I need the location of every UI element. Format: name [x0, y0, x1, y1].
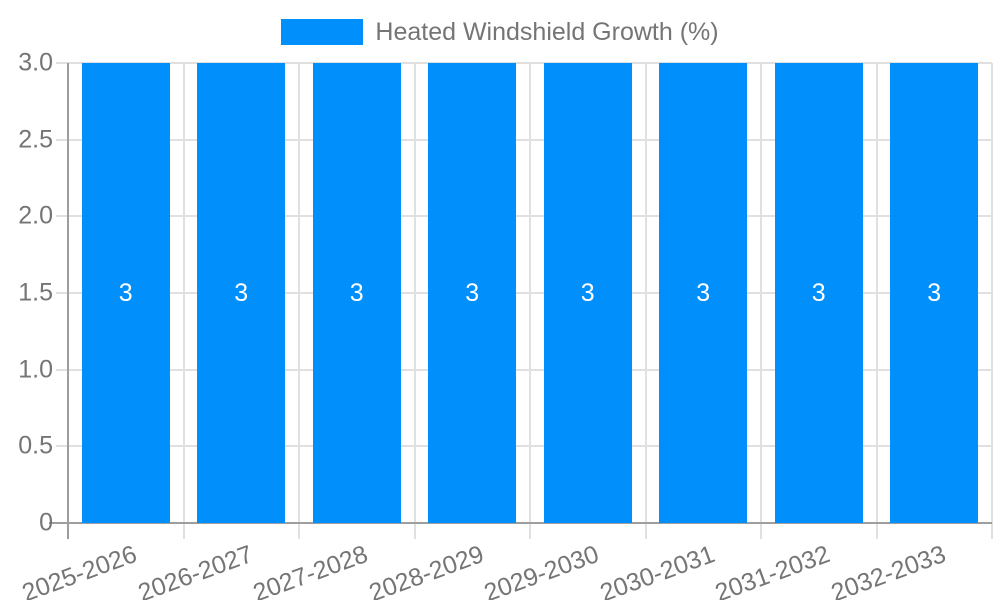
bar-2027-2028[interactable]: 3 — [312, 63, 401, 523]
h-gridline — [56, 292, 992, 294]
bar-value-label: 3 — [927, 278, 942, 307]
v-gridline — [991, 63, 993, 539]
h-gridline — [56, 138, 992, 141]
bar-value-label: 3 — [811, 278, 826, 307]
h-gridline — [56, 368, 992, 371]
v-gridline — [182, 63, 185, 539]
x-tick-label: 2026-2027 — [134, 540, 257, 600]
v-gridline — [644, 63, 647, 539]
x-tick-label: 2031-2032 — [711, 540, 834, 600]
x-tick-label: 2030-2031 — [596, 540, 719, 600]
h-gridline — [56, 62, 992, 64]
bar-value-label: 3 — [465, 278, 480, 307]
bar-2028-2029[interactable]: 3 — [428, 63, 517, 523]
v-gridline — [298, 63, 300, 539]
legend-swatch — [281, 19, 364, 45]
bar-value-label: 3 — [349, 278, 364, 307]
plot-area: 3 3 3 3 3 3 3 3 — [49, 62, 993, 539]
y-tick-label: 1.5 — [18, 278, 53, 307]
bar-2032-2033[interactable]: 3 — [890, 63, 979, 523]
y-tick-label: 2.0 — [18, 201, 53, 230]
x-axis-line — [49, 522, 992, 524]
x-tick-label: 2029-2030 — [480, 540, 603, 600]
x-tick-label: 2028-2029 — [365, 540, 488, 600]
legend[interactable]: Heated Windshield Growth (%) — [0, 19, 1000, 45]
y-tick-label: 2.5 — [18, 125, 53, 154]
y-tick-label: 3.0 — [18, 48, 53, 77]
v-gridline — [529, 63, 531, 539]
v-gridline — [875, 63, 878, 539]
y-tick-label: 1.0 — [18, 355, 53, 384]
x-tick-label: 2032-2033 — [827, 540, 950, 600]
bar-2031-2032[interactable]: 3 — [774, 63, 863, 523]
x-tick-label: 2027-2028 — [249, 540, 372, 600]
y-tick-label: 0 — [39, 508, 53, 537]
v-gridline — [413, 63, 416, 539]
bar-2030-2031[interactable]: 3 — [659, 63, 748, 523]
bar-value-label: 3 — [696, 278, 711, 307]
bar-2025-2026[interactable]: 3 — [81, 63, 170, 523]
h-gridline — [56, 215, 992, 218]
bar-2026-2027[interactable]: 3 — [197, 63, 286, 523]
bar-value-label: 3 — [234, 278, 249, 307]
bar-value-label: 3 — [118, 278, 133, 307]
v-gridline — [760, 63, 762, 539]
x-tick-label: 2025-2026 — [18, 540, 141, 600]
bar-value-label: 3 — [580, 278, 595, 307]
bar-2029-2030[interactable]: 3 — [543, 63, 632, 523]
legend-label: Heated Windshield Growth (%) — [375, 17, 719, 46]
h-gridline — [56, 445, 992, 448]
y-tick-label: 0.5 — [18, 431, 53, 460]
y-axis-line — [67, 63, 69, 539]
